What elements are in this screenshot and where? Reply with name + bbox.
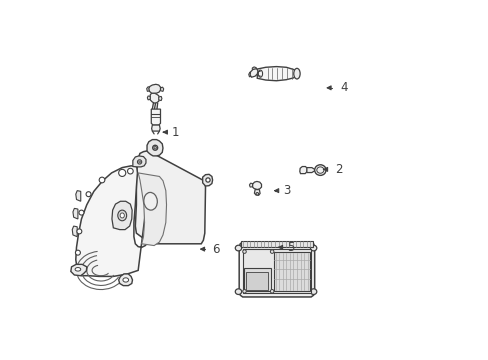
Polygon shape [146, 87, 150, 91]
Polygon shape [71, 264, 86, 276]
Ellipse shape [77, 229, 81, 234]
Polygon shape [112, 201, 132, 230]
Bar [273, 252, 309, 291]
Ellipse shape [139, 161, 140, 163]
Bar [242, 249, 311, 293]
Ellipse shape [205, 178, 210, 182]
Bar [246, 272, 268, 289]
Polygon shape [254, 190, 260, 195]
Polygon shape [202, 174, 212, 186]
Ellipse shape [256, 193, 258, 195]
Polygon shape [299, 167, 306, 174]
Ellipse shape [75, 250, 80, 255]
Polygon shape [150, 93, 159, 103]
Ellipse shape [118, 210, 126, 221]
Bar [241, 241, 312, 247]
Text: 1: 1 [171, 126, 179, 139]
Ellipse shape [79, 210, 84, 215]
Ellipse shape [86, 192, 91, 197]
Text: 3: 3 [283, 184, 290, 197]
Polygon shape [151, 125, 160, 131]
Ellipse shape [235, 289, 241, 294]
Polygon shape [133, 156, 145, 167]
Ellipse shape [314, 165, 325, 175]
Polygon shape [248, 72, 251, 77]
Polygon shape [73, 208, 78, 219]
Ellipse shape [242, 289, 246, 293]
Polygon shape [160, 87, 163, 91]
Bar [244, 268, 270, 291]
Polygon shape [257, 67, 296, 81]
Ellipse shape [270, 250, 273, 253]
Ellipse shape [154, 147, 156, 149]
Polygon shape [135, 151, 205, 244]
Polygon shape [147, 140, 163, 156]
Ellipse shape [137, 160, 142, 164]
Ellipse shape [119, 169, 125, 176]
Ellipse shape [242, 250, 246, 253]
Ellipse shape [75, 267, 81, 271]
Polygon shape [252, 67, 256, 70]
Text: 5: 5 [286, 241, 294, 254]
Text: 4: 4 [340, 81, 347, 94]
Ellipse shape [310, 245, 316, 251]
Ellipse shape [293, 68, 300, 79]
Ellipse shape [127, 168, 133, 174]
Polygon shape [252, 181, 261, 190]
Ellipse shape [143, 192, 157, 210]
Polygon shape [249, 183, 252, 187]
Polygon shape [72, 226, 77, 237]
Text: 6: 6 [212, 243, 220, 256]
Polygon shape [76, 191, 81, 201]
Polygon shape [119, 274, 132, 285]
Ellipse shape [270, 289, 273, 293]
Ellipse shape [120, 213, 124, 218]
Ellipse shape [235, 245, 241, 251]
Text: 2: 2 [334, 163, 342, 176]
Polygon shape [151, 109, 160, 125]
Polygon shape [306, 168, 314, 172]
Polygon shape [148, 84, 160, 93]
Polygon shape [147, 96, 150, 100]
Ellipse shape [310, 289, 316, 294]
Polygon shape [239, 242, 314, 297]
Polygon shape [76, 166, 148, 276]
Polygon shape [138, 173, 166, 246]
Polygon shape [250, 69, 258, 77]
Ellipse shape [99, 177, 104, 183]
Ellipse shape [122, 278, 128, 282]
Ellipse shape [152, 145, 157, 150]
Polygon shape [159, 96, 162, 100]
